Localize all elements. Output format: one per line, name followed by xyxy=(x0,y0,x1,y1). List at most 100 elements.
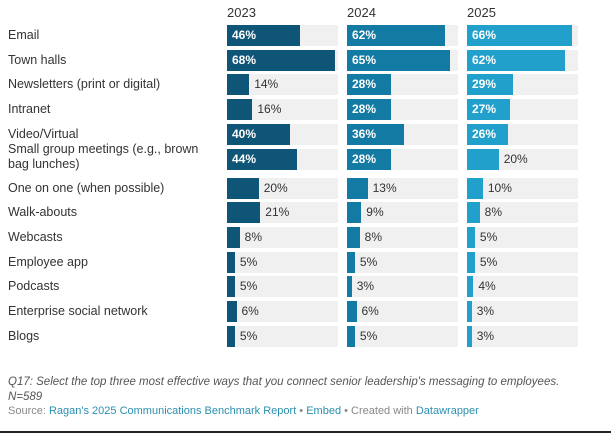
category-label: Town halls xyxy=(8,52,67,67)
bar-2024 xyxy=(347,25,446,46)
embed-link[interactable]: Embed xyxy=(306,405,342,417)
bar-2024 xyxy=(347,276,352,298)
data-label: 28% xyxy=(352,77,377,92)
bar-track: 4% xyxy=(467,276,578,298)
data-label: 16% xyxy=(257,102,282,117)
bar-track: 16% xyxy=(227,99,338,121)
bar-2024 xyxy=(347,301,357,322)
bar-2025 xyxy=(467,123,509,145)
bar-2025 xyxy=(467,49,566,71)
data-label: 6% xyxy=(361,304,379,318)
data-label: 46% xyxy=(232,28,257,42)
bar-track: 5% xyxy=(227,251,338,273)
bar-track: 8% xyxy=(467,202,578,224)
data-label: 10% xyxy=(487,180,512,195)
bar-track: 14% xyxy=(227,74,338,96)
category-label: Enterprise social network xyxy=(8,304,148,318)
bar-track: 8% xyxy=(347,226,458,248)
data-label: 28% xyxy=(352,151,377,166)
data-label: 20% xyxy=(503,151,528,166)
bar-track: 36% xyxy=(347,123,458,145)
column-header-2023: 2023 xyxy=(227,5,256,20)
bar-track: 65% xyxy=(347,49,458,71)
data-label: 9% xyxy=(366,205,384,220)
data-label: 44% xyxy=(232,151,257,166)
bar-track: 26% xyxy=(467,123,578,145)
data-label: 68% xyxy=(232,52,257,67)
data-label: 5% xyxy=(239,328,258,343)
category-label: Newsletters (print or digital) xyxy=(8,77,161,92)
data-label: 36% xyxy=(352,126,377,141)
data-label: 8% xyxy=(484,205,503,220)
bar-2025 xyxy=(467,276,474,298)
data-label: 14% xyxy=(254,77,279,92)
bar-track: 20% xyxy=(227,177,338,199)
credit-prefix: • Created with xyxy=(341,405,416,417)
bar-2023 xyxy=(227,123,291,145)
data-label: 66% xyxy=(472,28,497,42)
bar-2023 xyxy=(227,251,235,273)
source-link[interactable]: Ragan's 2025 Communications Benchmark Re… xyxy=(48,405,297,417)
bar-2024 xyxy=(347,123,405,145)
data-label: 28% xyxy=(352,102,377,117)
bar-track: 6% xyxy=(227,301,338,322)
bar-track: 13% xyxy=(347,177,458,199)
bar-2023 xyxy=(227,226,240,248)
category-label: Intranet xyxy=(8,102,51,117)
bar-track: 68% xyxy=(227,49,338,71)
bar-track: 29% xyxy=(467,74,578,96)
bar-2025 xyxy=(467,325,472,347)
data-label: 8% xyxy=(244,229,263,244)
bar-track: 28% xyxy=(347,74,458,96)
bar-track: 5% xyxy=(227,325,338,347)
bar-2025 xyxy=(467,177,483,199)
bar-track: 62% xyxy=(347,25,458,46)
bar-2024 xyxy=(347,202,362,224)
bar-track: 28% xyxy=(347,99,458,121)
bar-2024 xyxy=(347,74,392,96)
bar-2023 xyxy=(227,49,335,71)
data-label: 3% xyxy=(476,304,495,318)
bar-track: 9% xyxy=(347,202,458,224)
data-label: 21% xyxy=(265,205,290,220)
bar-track: 5% xyxy=(347,251,458,273)
bar-track: 20% xyxy=(467,148,578,170)
category-label: Podcasts xyxy=(8,279,60,294)
category-label: Walk-abouts xyxy=(8,205,78,220)
bar-track: 21% xyxy=(227,202,338,224)
bar-2024 xyxy=(347,99,392,121)
bar-2023 xyxy=(227,177,259,199)
bar-2024 xyxy=(347,226,360,248)
category-label: One on one (when possible) xyxy=(8,180,165,195)
data-label: 5% xyxy=(239,279,258,294)
bar-track: 5% xyxy=(467,251,578,273)
data-label: 5% xyxy=(359,328,378,343)
data-label: 26% xyxy=(472,126,497,141)
bar-track: 28% xyxy=(347,148,458,170)
bar-2023 xyxy=(227,301,237,322)
data-label: 5% xyxy=(479,254,498,269)
column-header-2024: 2024 xyxy=(347,5,376,20)
data-label: 3% xyxy=(356,279,375,294)
datawrapper-link[interactable]: Datawrapper xyxy=(415,405,479,417)
separator: • xyxy=(296,405,307,417)
bar-2023 xyxy=(227,25,300,46)
bar-2024 xyxy=(347,49,451,71)
bar-2023 xyxy=(227,202,261,224)
data-label: 62% xyxy=(472,52,497,67)
bar-2023 xyxy=(227,74,250,96)
bar-2025 xyxy=(467,301,472,322)
bar-track: 40% xyxy=(227,123,338,145)
bar-2025 xyxy=(467,251,475,273)
bar-track: 62% xyxy=(467,49,578,71)
bar-track: 3% xyxy=(347,276,458,298)
data-label: 62% xyxy=(352,28,377,42)
category-label: Small group meetings (e.g., brown bag lu… xyxy=(8,141,199,171)
question-note: Q17: Select the top three most effective… xyxy=(8,376,560,388)
bar-track: 27% xyxy=(467,99,578,121)
bottom-border xyxy=(0,431,611,433)
bar-chart: 2023 2024 2025 Email 46% 62% 66% Town halls 68% 6… xyxy=(8,5,578,347)
chart-notes: Q17: Select the top three most effective… xyxy=(8,375,603,405)
bar-track: 10% xyxy=(467,177,578,199)
data-label: 13% xyxy=(372,180,397,195)
